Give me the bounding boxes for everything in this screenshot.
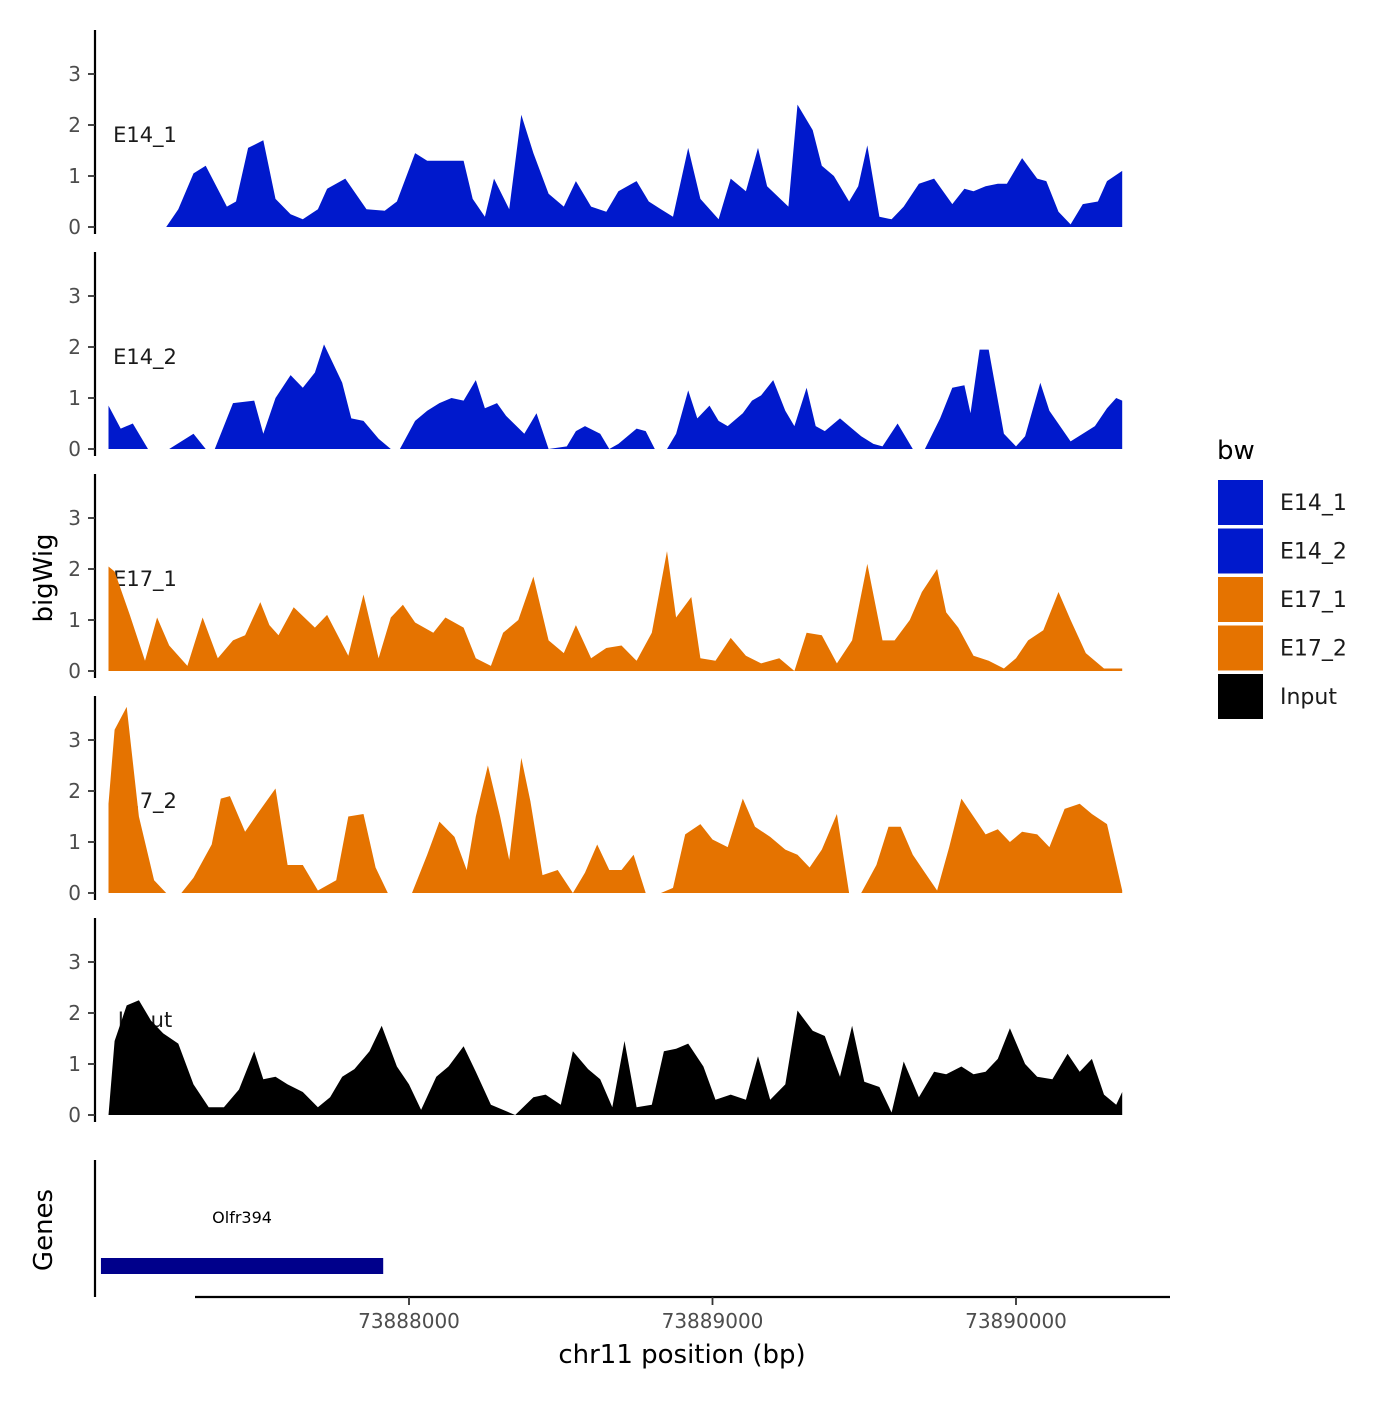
y-tick-label-Input-1: 1 — [68, 1052, 81, 1076]
legend-key-E17_1 — [1218, 577, 1263, 622]
y-tick-label-E17_1-3: 3 — [68, 506, 81, 530]
signal-area-E17_2 — [108, 706, 1123, 893]
y-tick-label-E17_1-1: 1 — [68, 608, 81, 632]
y-tick-label-E14_1-0: 0 — [68, 215, 81, 239]
legend-key-E14_2 — [1218, 528, 1263, 574]
legend-label-E17_2: E17_2 — [1280, 637, 1347, 662]
y-tick-label-Input-2: 2 — [68, 1001, 81, 1025]
legend-title: bw — [1217, 436, 1255, 466]
signal-area-E14_1 — [166, 104, 1123, 227]
y-tick-label-E14_1-1: 1 — [68, 164, 81, 188]
y-tick-label-Input-0: 0 — [68, 1103, 81, 1127]
track-label-E14_1: E14_1 — [113, 123, 177, 148]
y-tick-label-E17_2-2: 2 — [68, 779, 81, 803]
y-tick-label-E14_2-1: 1 — [68, 386, 81, 410]
gene-bar-Olfr394 — [100, 1258, 384, 1274]
x-tick-label-73888000: 73888000 — [358, 1309, 460, 1333]
y-tick-label-E14_2-3: 3 — [68, 284, 81, 308]
track-label-E17_1: E17_1 — [113, 567, 177, 592]
signal-area-E17_1 — [108, 551, 1123, 671]
y-tick-label-E17_1-0: 0 — [68, 659, 81, 683]
track-label-E14_2: E14_2 — [113, 345, 177, 370]
y-tick-label-E17_2-3: 3 — [68, 728, 81, 752]
legend-key-Input — [1218, 674, 1263, 719]
y-tick-label-E17_2-0: 0 — [68, 881, 81, 905]
legend-label-Input: Input — [1280, 685, 1337, 710]
y-tick-label-E17_1-2: 2 — [68, 557, 81, 581]
legend-label-E17_1: E17_1 — [1280, 588, 1347, 613]
legend-key-E14_1 — [1218, 480, 1263, 525]
y-tick-label-E14_1-2: 2 — [68, 113, 81, 137]
y-tick-label-E14_1-3: 3 — [68, 62, 81, 86]
legend-label-E14_2: E14_2 — [1280, 540, 1347, 565]
legend-key-E17_2 — [1218, 625, 1263, 671]
signal-area-Input — [108, 1000, 1123, 1115]
y-tick-label-E17_2-1: 1 — [68, 830, 81, 854]
legend-label-E14_1: E14_1 — [1280, 491, 1347, 516]
genes-axis-title: Genes — [29, 1189, 59, 1271]
y-tick-label-Input-3: 3 — [68, 950, 81, 974]
signal-area-E14_2 — [108, 344, 1123, 449]
x-tick-label-73890000: 73890000 — [965, 1309, 1067, 1333]
y-axis-title: bigWig — [29, 533, 59, 622]
y-tick-label-E14_2-0: 0 — [68, 437, 81, 461]
x-tick-label-73889000: 73889000 — [662, 1309, 764, 1333]
x-axis-title: chr11 position (bp) — [558, 1340, 805, 1370]
gene-label-Olfr394: Olfr394 — [212, 1208, 272, 1227]
y-tick-label-E14_2-2: 2 — [68, 335, 81, 359]
